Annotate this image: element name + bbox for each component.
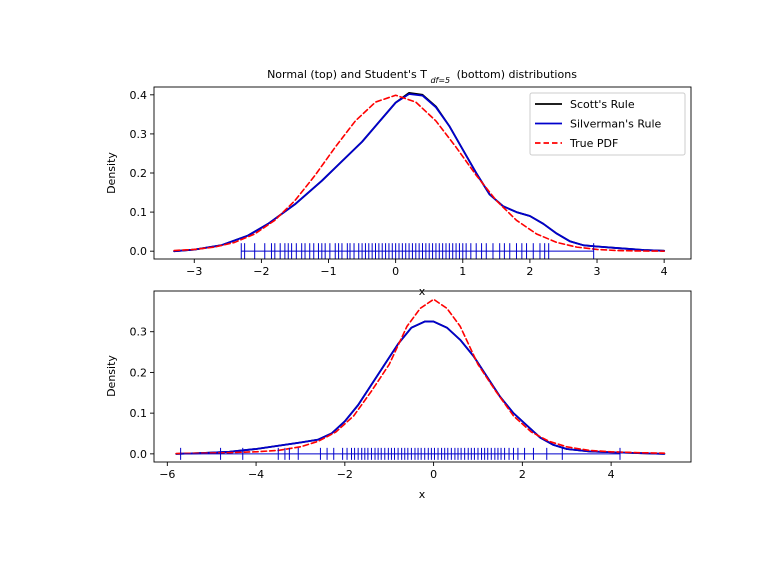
- bottom-x-tick-label: −4: [248, 468, 264, 481]
- bottom-x-axis-label: x: [419, 488, 426, 501]
- top-y-tick-label: 0.3: [130, 128, 148, 141]
- bottom-y-tick-label: 0.1: [130, 407, 148, 420]
- bottom-series-true-pdf: [175, 298, 666, 455]
- bottom-series-silverman-s-rule: [175, 320, 666, 455]
- top-y-tick-label: 0.1: [130, 206, 148, 219]
- top-plot-area: −3 −2 −1 0 1 2 3 4 0.0 0.1 0.2 0.3 0.4 Scott's Rule Si…: [130, 86, 692, 278]
- bottom-x-tick-label: 0: [430, 468, 437, 481]
- bottom-x-tick-label: −2: [337, 468, 353, 481]
- top-x-tick-label: −2: [253, 265, 269, 278]
- bottom-axes-frame: [153, 290, 692, 463]
- top-legend-label: Scott's Rule: [570, 98, 635, 111]
- top-y-tick-label: 0.2: [130, 167, 148, 180]
- bottom-plot-area: −6 −4 −2 0 2 4 0.0 0.1 0.2 0.3: [130, 290, 692, 481]
- top-series-true-pdf: [173, 94, 665, 252]
- bottom-y-tick-label: 0.0: [130, 448, 148, 461]
- top-x-tick-label: 3: [594, 265, 601, 278]
- top-series-silverman-s-rule: [173, 93, 666, 253]
- bottom-chart: −6 −4 −2 0 2 4 0.0 0.1 0.2 0.3 x Density: [105, 290, 692, 501]
- bottom-y-tick-label: 0.2: [130, 366, 148, 379]
- bottom-x-tick-label: 2: [519, 468, 526, 481]
- top-x-tick-label: 1: [459, 265, 466, 278]
- top-y-axis-label: Density: [105, 152, 118, 194]
- top-x-tick-label: −3: [186, 265, 202, 278]
- bottom-x-tick-label: −6: [159, 468, 175, 481]
- top-legend-label: True PDF: [569, 137, 618, 150]
- top-x-tick-label: 0: [392, 265, 399, 278]
- top-x-axis-label: x: [419, 285, 426, 298]
- top-legend-box: [529, 92, 686, 156]
- top-legend: Scott's Rule Silverman's Rule True PDF: [529, 92, 686, 156]
- top-legend-label: Silverman's Rule: [570, 118, 662, 131]
- top-x-tick-label: 4: [661, 265, 668, 278]
- top-x-tick-label: 2: [526, 265, 533, 278]
- bottom-x-tick-label: 4: [608, 468, 615, 481]
- top-y-tick-label: 0.4: [130, 89, 148, 102]
- bottom-y-axis-label: Density: [105, 355, 118, 397]
- bottom-y-tick-label: 0.3: [130, 326, 148, 339]
- top-y-tick-label: 0.0: [130, 245, 148, 258]
- top-chart: Normal (top) and Student's T df=5 (botto…: [105, 68, 692, 298]
- top-x-tick-label: −1: [320, 265, 336, 278]
- top-chart-title: Normal (top) and Student's T df=5 (botto…: [267, 68, 577, 85]
